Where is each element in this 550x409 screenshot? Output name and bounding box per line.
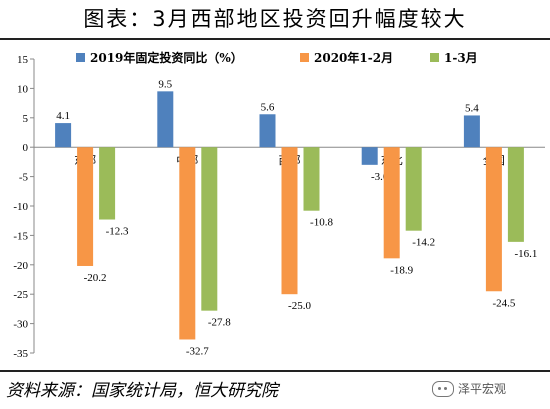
wechat-icon [432,380,454,397]
data-label: -27.8 [208,317,231,329]
y-tick-label: -5 [19,172,29,184]
chart-bars: 4.1 -20.2 -12.3 9.5 -32.7 -27.8 5.6 -25.0 -10.8 -… [55,78,537,357]
y-tick-label: 10 [17,83,29,95]
bar [259,114,276,148]
data-label: 5.4 [465,102,479,114]
data-label: 4.1 [56,110,70,122]
y-tick-label: -35 [13,348,28,360]
source-note: 资料来源：国家统计局，恒大研究院 [6,381,278,401]
y-tick-label: -30 [13,319,28,331]
source-rule [0,370,550,372]
bar [405,147,422,231]
data-label: -10.8 [310,217,333,229]
y-tick-label: 15 [17,54,29,66]
data-label: -24.5 [492,297,515,309]
chart-legend: 2019年固定投资同比（%） 2020年1-2月 1-3月 [76,50,478,65]
y-tick-label: 0 [23,142,29,154]
data-label: -16.1 [514,248,537,260]
bar [383,147,400,259]
bar [201,147,218,311]
bar [303,147,320,211]
data-label: -25.0 [288,300,311,312]
bar [179,147,196,340]
legend-swatch [430,53,439,62]
legend-swatch [300,53,309,62]
data-label: 5.6 [261,101,275,113]
legend-label: 1-3月 [444,51,478,65]
bar [157,91,174,148]
data-label: -20.2 [84,272,107,284]
y-tick-label: -10 [13,201,28,213]
bar [485,147,502,292]
y-tick-label: -25 [13,289,28,301]
bar [99,147,116,220]
watermark-text: 泽平宏观 [458,382,507,396]
data-label: 9.5 [158,78,172,90]
data-label: -32.7 [186,345,209,357]
bar [361,147,378,165]
bar [77,147,94,266]
data-label: -12.3 [106,226,129,238]
watermark: 泽平宏观 [432,380,506,397]
y-tick-label: 5 [23,113,29,125]
bar [55,123,72,148]
y-tick-label: -15 [13,230,28,242]
data-label: -14.2 [412,237,435,249]
bar [281,147,298,295]
y-tick-label: -20 [13,260,28,272]
data-label: -18.9 [390,264,413,276]
legend-label: 2019年固定投资同比（%） [90,50,243,65]
legend-swatch [76,53,85,62]
chart-title: 图表：3月西部地区投资回升幅度较大 [83,7,467,31]
bar [507,147,524,242]
title-rule [0,38,550,40]
bar [463,115,480,148]
legend-label: 2020年1-2月 [314,50,393,65]
